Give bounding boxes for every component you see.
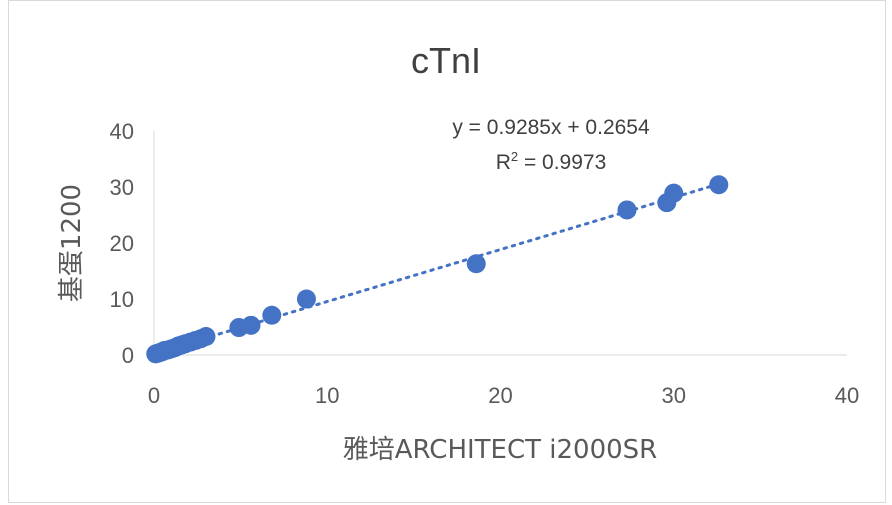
y-axis: 0 10 20 30 40 (110, 119, 155, 368)
x-axis-label: 雅培ARCHITECT i2000SR (343, 435, 658, 465)
y-axis-label: 基蛋1200 (57, 184, 87, 302)
x-tick-label: 10 (315, 383, 339, 408)
y-tick-label: 10 (110, 287, 134, 312)
y-tick-label: 30 (110, 175, 134, 200)
data-point (709, 175, 729, 195)
x-axis: 0 10 20 30 40 (148, 354, 859, 408)
data-point (196, 327, 216, 347)
data-point (466, 254, 486, 274)
r-squared-value: = 0.9973 (518, 151, 606, 174)
data-point (262, 305, 282, 325)
x-tick-label: 20 (488, 383, 512, 408)
data-point (617, 200, 637, 220)
data-point (241, 315, 261, 335)
data-point (664, 183, 684, 203)
data-points (146, 175, 729, 364)
y-tick-label: 20 (110, 231, 134, 256)
r-squared-label: R2 = 0.9973 (496, 149, 607, 174)
y-tick-label: 40 (110, 119, 134, 144)
trendline-equation: y = 0.9285x + 0.2654 (452, 116, 650, 139)
chart-title: cTnI (411, 40, 481, 81)
r-squared-symbol: R (496, 151, 511, 174)
x-tick-label: 0 (148, 383, 160, 408)
y-tick-label: 0 (122, 343, 134, 368)
r-squared-superscript: 2 (511, 149, 518, 164)
x-tick-label: 40 (835, 383, 859, 408)
x-tick-label: 30 (662, 383, 686, 408)
data-point (296, 289, 316, 309)
